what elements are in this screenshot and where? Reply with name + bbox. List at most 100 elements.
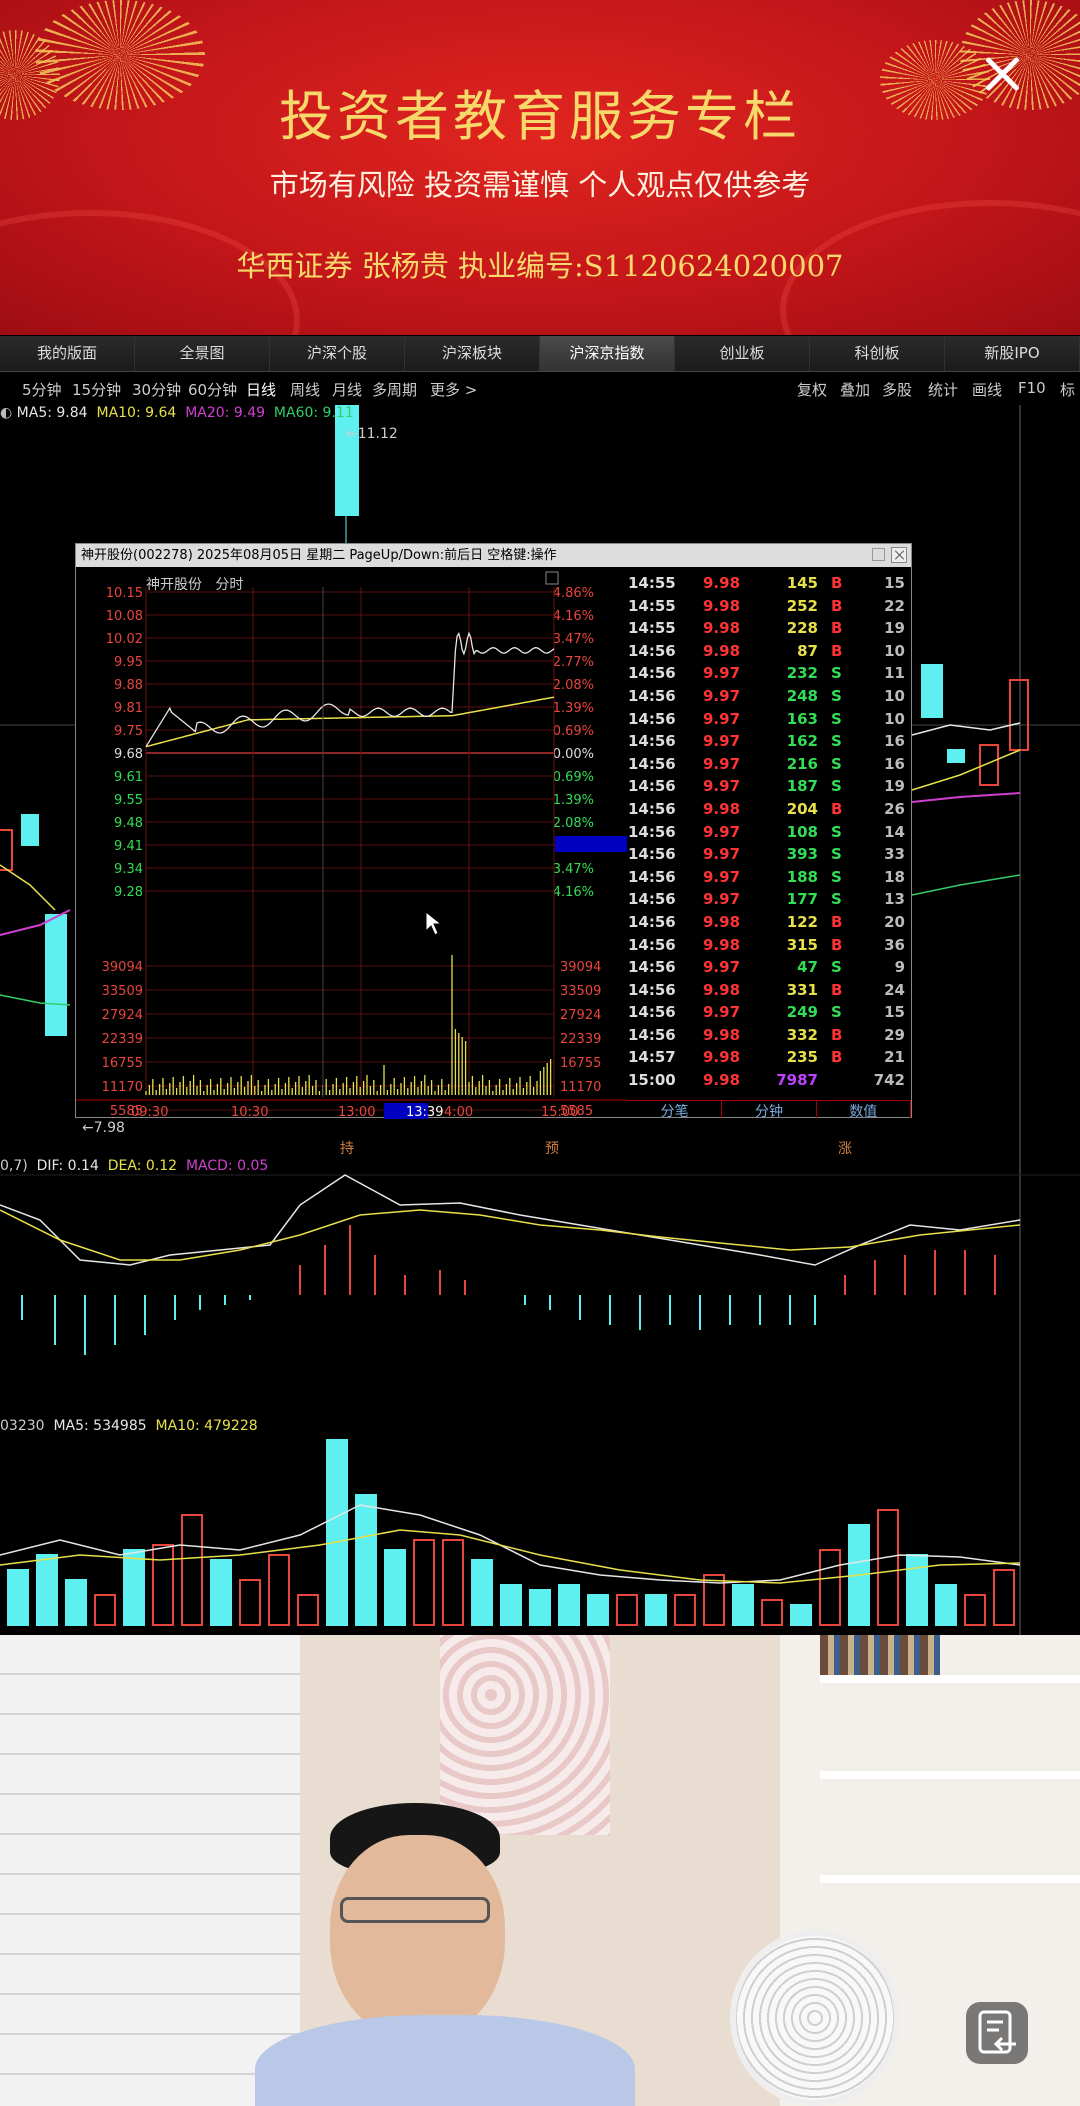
- tick-count: 20: [884, 912, 905, 931]
- k-candle: [335, 405, 359, 516]
- presenter-shirt: [255, 2015, 635, 2106]
- tick-row[interactable]: 14:56 9.97 232 S 11: [628, 662, 911, 685]
- volume-axis-label: 27924: [102, 1008, 143, 1023]
- tick-row[interactable]: 14:56 9.98 331 B 24: [628, 979, 911, 1002]
- tick-row[interactable]: 14:56 9.97 108 S 14: [628, 821, 911, 844]
- tick-count: 24: [884, 980, 905, 999]
- tick-row[interactable]: 14:56 9.98 332 B 29: [628, 1024, 911, 1047]
- tick-row[interactable]: 14:56 9.97 248 S 10: [628, 685, 911, 708]
- tick-view-tab-0[interactable]: 分笔: [628, 1100, 723, 1120]
- tab-7[interactable]: 新股IPO: [945, 336, 1080, 371]
- tick-volume: 331: [786, 980, 818, 999]
- tick-row[interactable]: 14:56 9.97 163 S 10: [628, 708, 911, 731]
- tab-4[interactable]: 沪深京指数: [540, 336, 675, 371]
- event-mark[interactable]: 涨: [838, 1141, 852, 1157]
- period-3[interactable]: 60分钟: [188, 381, 238, 399]
- ma-settings-icon[interactable]: ◐: [0, 405, 17, 421]
- tick-view-tab-2[interactable]: 数值: [816, 1100, 911, 1120]
- period-4[interactable]: 日线: [246, 381, 277, 399]
- tick-table[interactable]: 14:55 9.98 145 B 15 14:55 9.98 252 B 22 14:55 9.98 2…: [628, 572, 911, 1092]
- tick-row[interactable]: 14:56 9.98 204 B 26: [628, 798, 911, 821]
- tick-price: 9.98: [703, 1048, 741, 1067]
- period-7[interactable]: 多周期: [372, 381, 418, 399]
- tool-1[interactable]: 叠加: [840, 381, 871, 399]
- tab-3[interactable]: 沪深板块: [405, 336, 540, 371]
- price-axis-label: 9.81: [114, 701, 143, 716]
- crosshair-time-box: [384, 1103, 428, 1119]
- tick-volume: 232: [786, 664, 818, 683]
- tick-row[interactable]: 14:55 9.98 228 B 19: [628, 617, 911, 640]
- tick-row[interactable]: 14:56 9.97 188 S 18: [628, 866, 911, 889]
- tick-row[interactable]: 14:56 9.97 216 S 16: [628, 753, 911, 776]
- ma60-curve: [0, 994, 71, 1006]
- percent-axis-label: 2.08%: [553, 678, 594, 693]
- tab-2[interactable]: 沪深个股: [270, 336, 405, 371]
- popup-close-icon[interactable]: [891, 547, 907, 563]
- tick-row[interactable]: 14:56 9.97 393 S 33: [628, 843, 911, 866]
- percent-axis-label: 0.69%: [553, 770, 594, 785]
- tick-row[interactable]: 14:56 9.97 249 S 15: [628, 1001, 911, 1024]
- period-8[interactable]: 更多 >: [430, 381, 478, 399]
- shelves: [820, 1675, 1080, 1683]
- intraday-price-line: [145, 631, 555, 748]
- percent-axis-label: 3.47%: [553, 862, 594, 877]
- event-mark[interactable]: 预: [545, 1141, 559, 1157]
- volume-bar: [819, 1549, 841, 1626]
- tab-5[interactable]: 创业板: [675, 336, 810, 371]
- tool-3[interactable]: 统计: [928, 381, 959, 399]
- document-return-icon[interactable]: [966, 2002, 1028, 2064]
- tick-time: 14:56: [628, 822, 676, 841]
- tick-row[interactable]: 14:56 9.97 47 S 9: [628, 956, 911, 979]
- vol-ma5-label: MA5: 534985: [53, 1418, 147, 1434]
- tab-6[interactable]: 科创板: [810, 336, 945, 371]
- price-axis-label: 10.15: [106, 586, 143, 601]
- tick-row[interactable]: 14:56 9.98 315 B 36: [628, 934, 911, 957]
- tick-row[interactable]: 14:55 9.98 252 B 22: [628, 595, 911, 618]
- tick-row[interactable]: 14:57 9.98 235 B 21: [628, 1046, 911, 1069]
- tick-row[interactable]: 15:00 9.98 7987 742: [628, 1069, 911, 1092]
- k-candle: [979, 744, 999, 786]
- price-axis-label: 9.61: [114, 770, 143, 785]
- tick-view-tab-1[interactable]: 分钟: [722, 1100, 817, 1120]
- volume-bar: [152, 1544, 174, 1626]
- price-axis-label: 9.28: [114, 885, 143, 900]
- tick-row[interactable]: 14:56 9.97 162 S 16: [628, 730, 911, 753]
- volume-axis-label: 5585: [110, 1104, 143, 1119]
- tick-row[interactable]: 14:56 9.97 187 S 19: [628, 775, 911, 798]
- macd-indicator-line: 0,7) DIF: 0.14 DEA: 0.12 MACD: 0.05: [0, 1158, 268, 1174]
- maximize-icon[interactable]: [872, 548, 885, 561]
- tick-row[interactable]: 14:56 9.97 177 S 13: [628, 888, 911, 911]
- tool-4[interactable]: 画线: [972, 381, 1003, 399]
- period-6[interactable]: 月线: [332, 381, 363, 399]
- volume-bar: [36, 1554, 58, 1626]
- intraday-chart[interactable]: 10.15 4.86% 10.08 4.16% 10.02 3.47% 9.95 2.77% 9…: [76, 567, 628, 1119]
- tab-1[interactable]: 全景图: [135, 336, 270, 371]
- period-1[interactable]: 15分钟: [72, 381, 122, 399]
- tick-volume: 235: [786, 1048, 818, 1067]
- volume-axis-label: 16755: [560, 1056, 601, 1071]
- tool-0[interactable]: 复权: [797, 381, 828, 399]
- tick-row[interactable]: 14:55 9.98 145 B 15: [628, 572, 911, 595]
- volume-bar: [268, 1554, 290, 1626]
- intraday-popup-window[interactable]: 神开股份(002278) 2025年08月05日 星期二 PageUp/Down…: [75, 543, 912, 1120]
- price-axis-label: 9.34: [114, 862, 143, 877]
- volume-bar: [442, 1539, 464, 1626]
- tick-row[interactable]: 14:56 9.98 87 B 10: [628, 640, 911, 663]
- period-2[interactable]: 30分钟: [132, 381, 182, 399]
- period-5[interactable]: 周线: [290, 381, 321, 399]
- volume-bar: [355, 1494, 377, 1626]
- volume-bar: [732, 1584, 754, 1626]
- tool-6[interactable]: 标: [1060, 381, 1076, 399]
- period-0[interactable]: 5分钟: [22, 381, 62, 399]
- event-mark[interactable]: 持: [340, 1141, 354, 1157]
- tick-row[interactable]: 14:56 9.98 122 B 20: [628, 911, 911, 934]
- close-icon[interactable]: [980, 52, 1024, 96]
- tool-2[interactable]: 多股: [882, 381, 913, 399]
- tick-time: 14:56: [628, 664, 676, 683]
- stock-name: 神开股份: [146, 577, 202, 593]
- tab-0[interactable]: 我的版面: [0, 336, 135, 371]
- tick-volume: 393: [786, 845, 818, 864]
- tool-5[interactable]: F10: [1018, 379, 1046, 397]
- k-candle: [21, 814, 39, 846]
- price-axis-label: 9.41: [114, 839, 143, 854]
